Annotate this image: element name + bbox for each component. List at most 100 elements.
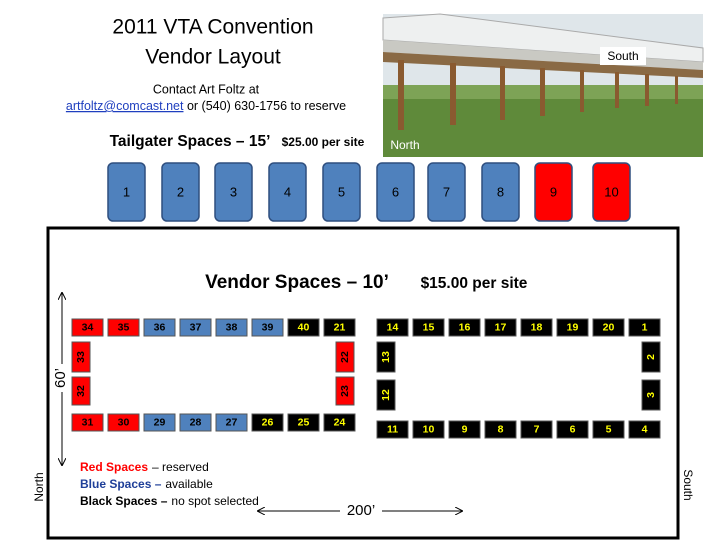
tailgater-number: 10 bbox=[604, 184, 618, 199]
contact-rest: or (540) 630-1756 to reserve bbox=[187, 99, 346, 113]
vendor-number: 19 bbox=[567, 321, 579, 333]
vendor-space bbox=[592, 318, 625, 337]
legend-term: Red Spaces bbox=[80, 460, 148, 474]
vendor-space bbox=[641, 379, 661, 411]
legend-desc: no spot selected bbox=[171, 494, 258, 508]
vendor-number: 3 bbox=[645, 392, 657, 398]
vendor-number: 31 bbox=[82, 416, 94, 428]
legend: Red Spaces – reserved Blue Spaces – availab… bbox=[80, 460, 259, 508]
vendor-space bbox=[376, 341, 396, 373]
vendor-number: 20 bbox=[603, 321, 615, 333]
vendor-space bbox=[520, 318, 553, 337]
legend-item: Blue Spaces – available bbox=[80, 477, 213, 491]
tailgater-number: 2 bbox=[177, 184, 184, 199]
photo-label: South bbox=[607, 49, 638, 63]
vendor-space bbox=[412, 420, 445, 439]
legend-term: Black Spaces – bbox=[80, 494, 168, 508]
photo: South North bbox=[382, 13, 704, 157]
side-label: South bbox=[681, 469, 695, 500]
vendor-space bbox=[215, 318, 248, 337]
vendor-space bbox=[484, 318, 517, 337]
tailgater-number: 1 bbox=[123, 184, 130, 199]
vendor-number: 18 bbox=[531, 321, 543, 333]
vendor-number: 10 bbox=[423, 423, 435, 435]
tailgater-space bbox=[161, 162, 200, 222]
vendor-number: 2 bbox=[645, 354, 657, 360]
tailgater-number: 7 bbox=[443, 184, 450, 199]
vendor-number: 15 bbox=[423, 321, 435, 333]
vendor-space bbox=[628, 420, 661, 439]
vendor-space bbox=[287, 318, 320, 337]
vendor-space bbox=[71, 376, 91, 406]
tailgater-space bbox=[592, 162, 631, 222]
vendor-number: 28 bbox=[190, 416, 202, 428]
legend-item: Black Spaces – no spot selected bbox=[80, 494, 259, 508]
vendor-price: $15.00 per site bbox=[421, 275, 528, 292]
vendor-number: 32 bbox=[75, 385, 87, 397]
vendor-space bbox=[628, 318, 661, 337]
email-link[interactable]: artfoltz@comcast.net bbox=[66, 99, 184, 113]
vendor-number: 23 bbox=[339, 385, 351, 397]
vendor-number: 35 bbox=[118, 321, 130, 333]
vendor-number: 29 bbox=[154, 416, 166, 428]
vendor-space bbox=[107, 413, 140, 432]
vendor-space bbox=[335, 341, 355, 373]
vendor-number: 40 bbox=[298, 321, 310, 333]
vendor-number: 16 bbox=[459, 321, 471, 333]
legend-item: Red Spaces – reserved bbox=[80, 460, 209, 474]
vendor-space bbox=[251, 413, 284, 432]
contact-line: artfoltz@comcast.net or (540) 630-1756 t… bbox=[66, 99, 346, 113]
tailgater-space bbox=[107, 162, 146, 222]
vendor-number: 7 bbox=[534, 423, 540, 435]
vendor-number: 22 bbox=[339, 351, 351, 363]
legend-term: Blue Spaces – bbox=[80, 477, 162, 491]
vendor-number: 39 bbox=[262, 321, 274, 333]
vendor-space bbox=[641, 341, 661, 373]
vendor-space bbox=[448, 318, 481, 337]
vendor-space bbox=[143, 413, 176, 432]
vendor-number: 34 bbox=[82, 321, 94, 333]
vendor-number: 38 bbox=[226, 321, 238, 333]
vendor-number: 24 bbox=[334, 416, 346, 428]
length-label: 200’ bbox=[347, 502, 375, 519]
tailgater-space bbox=[268, 162, 307, 222]
tailgater-number: 9 bbox=[550, 184, 557, 199]
vendor-space bbox=[251, 318, 284, 337]
vendor-space bbox=[484, 420, 517, 439]
vendor-number: 13 bbox=[380, 351, 392, 363]
vendor-space bbox=[143, 318, 176, 337]
vendor-space bbox=[71, 341, 91, 373]
tailgater-space bbox=[427, 162, 466, 222]
tailgater-heading: Tailgater Spaces – 15’ bbox=[110, 133, 271, 150]
vendor-number: 8 bbox=[498, 423, 504, 435]
vendor-space bbox=[592, 420, 625, 439]
width-label: 60’ bbox=[52, 368, 69, 388]
vendor-space bbox=[323, 413, 356, 432]
vendor-number: 12 bbox=[380, 389, 392, 401]
vendor-space bbox=[376, 420, 409, 439]
vendor-space bbox=[215, 413, 248, 432]
tailgater-space bbox=[376, 162, 415, 222]
title-line: Vendor Layout bbox=[145, 46, 281, 69]
vendor-number: 6 bbox=[570, 423, 576, 435]
vendor-number: 27 bbox=[226, 416, 238, 428]
vendor-space bbox=[71, 413, 104, 432]
vendor-number: 14 bbox=[387, 321, 399, 333]
vendor-heading: Vendor Spaces – 10’ bbox=[205, 272, 389, 293]
vendor-area bbox=[46, 226, 680, 540]
vendor-number: 11 bbox=[387, 423, 398, 435]
vendor-space bbox=[287, 413, 320, 432]
vendor-space bbox=[179, 413, 212, 432]
tailgater-number: 4 bbox=[284, 184, 291, 199]
vendor-space bbox=[323, 318, 356, 337]
vendor-number: 36 bbox=[154, 321, 166, 333]
tailgater-number: 5 bbox=[338, 184, 345, 199]
tailgater-number: 8 bbox=[497, 184, 504, 199]
legend-desc: available bbox=[165, 477, 213, 491]
vendor-space bbox=[448, 420, 481, 439]
vendor-space bbox=[179, 318, 212, 337]
vendor-number: 26 bbox=[262, 416, 274, 428]
vendor-space bbox=[335, 376, 355, 406]
vendor-space bbox=[376, 379, 396, 411]
